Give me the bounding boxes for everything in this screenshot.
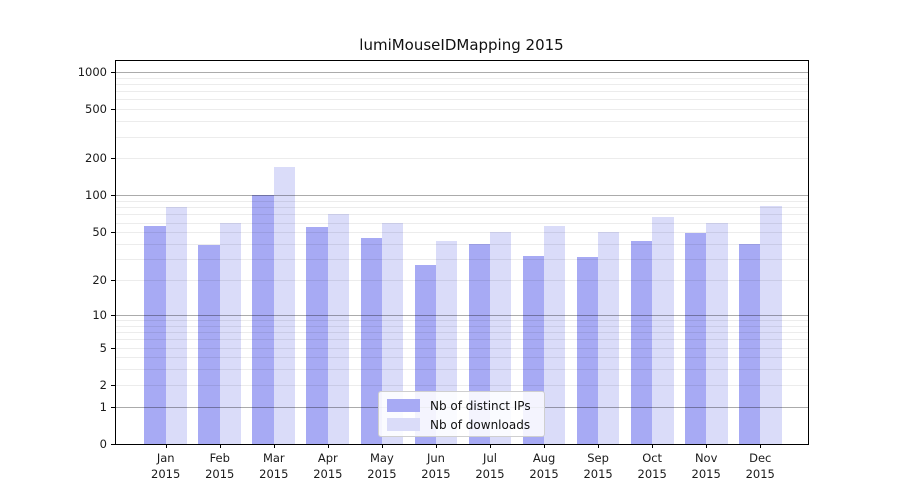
gridline-minor <box>116 77 808 79</box>
bar-distinct-ips <box>576 257 599 444</box>
y-axis-tick-label: 200 <box>85 151 107 166</box>
y-axis-tick-label: 100 <box>85 188 107 203</box>
y-axis-tick <box>111 71 115 73</box>
bar-distinct-ips <box>630 241 653 444</box>
x-axis-tick <box>652 444 654 448</box>
y-axis-tick <box>111 280 115 282</box>
x-axis-tick <box>219 444 221 448</box>
x-axis-tick-label: Jul 2015 <box>475 451 505 481</box>
y-axis-tick <box>111 314 115 316</box>
x-axis-tick <box>381 444 383 448</box>
legend-swatch-distinct-ips <box>387 399 420 412</box>
gridline-minor <box>116 136 808 138</box>
legend-label: Nb of downloads <box>430 417 531 432</box>
x-axis-tick-label: Feb 2015 <box>205 451 235 481</box>
x-axis-tick-label: Mar 2015 <box>259 451 289 481</box>
x-axis-tick <box>598 444 600 448</box>
gridline-minor <box>116 214 808 216</box>
legend-swatch-downloads <box>387 418 420 431</box>
y-axis-tick-label: 1000 <box>77 64 107 79</box>
bar-distinct-ips <box>360 237 382 444</box>
gridline-minor <box>116 201 808 203</box>
legend-row: Nb of distinct IPs <box>387 396 544 415</box>
bar-downloads <box>381 222 404 444</box>
bar-downloads <box>219 222 242 444</box>
bar-distinct-ips <box>144 226 166 444</box>
y-axis-tick <box>111 109 115 111</box>
x-axis-tick <box>760 444 762 448</box>
x-axis-tick-label: Dec 2015 <box>745 451 775 481</box>
bar-downloads <box>760 206 782 444</box>
y-axis-tick-label: 2 <box>99 377 107 392</box>
legend-label: Nb of distinct IPs <box>430 398 531 413</box>
x-axis-tick <box>273 444 275 448</box>
gridline-minor <box>116 91 808 93</box>
bar-downloads <box>652 216 674 444</box>
bar-downloads <box>598 232 620 444</box>
x-axis-tick-label: Sep 2015 <box>583 451 613 481</box>
bar-distinct-ips <box>252 195 274 444</box>
y-axis-tick-label: 5 <box>99 340 107 355</box>
bar-distinct-ips <box>198 245 220 444</box>
x-axis-tick-label: Jan 2015 <box>151 451 181 481</box>
y-axis-tick-label: 0 <box>99 437 107 451</box>
gridline-minor <box>116 109 808 111</box>
gridline-major <box>116 195 808 197</box>
y-axis-tick <box>111 195 115 197</box>
y-axis-tick-label: 20 <box>92 273 107 288</box>
x-axis-tick-label: Oct 2015 <box>637 451 667 481</box>
y-axis-tick <box>111 384 115 386</box>
bar-downloads <box>706 222 728 444</box>
bar-downloads <box>327 214 350 444</box>
y-axis-tick <box>111 406 115 408</box>
gridline-minor <box>116 121 808 123</box>
x-axis-tick-label: May 2015 <box>367 451 397 481</box>
legend: Nb of distinct IPs Nb of downloads <box>378 391 545 437</box>
bar-distinct-ips <box>306 227 328 444</box>
x-axis-tick <box>435 444 437 448</box>
plot-area <box>115 60 809 445</box>
y-axis-tick <box>111 232 115 234</box>
chart-title: lumiMouseIDMapping 2015 <box>359 36 564 54</box>
y-axis-tick <box>111 444 115 445</box>
bar-downloads <box>165 207 188 444</box>
bar-downloads <box>273 167 296 444</box>
x-axis-tick-label: Jun 2015 <box>421 451 451 481</box>
legend-row: Nb of downloads <box>387 415 544 434</box>
x-axis-tick <box>706 444 708 448</box>
y-axis-tick-label: 10 <box>92 307 107 322</box>
y-axis-tick-label: 50 <box>92 225 107 240</box>
y-axis-tick <box>111 347 115 349</box>
x-axis-tick-label: Apr 2015 <box>313 451 343 481</box>
y-axis-tick-label: 500 <box>85 102 107 117</box>
x-axis-tick <box>544 444 546 448</box>
bar-downloads <box>544 226 566 444</box>
y-axis-tick <box>111 158 115 160</box>
bar-distinct-ips <box>684 233 707 444</box>
bar-distinct-ips <box>738 244 761 444</box>
gridline-minor <box>116 99 808 101</box>
gridline-minor <box>116 83 808 85</box>
gridline-minor <box>116 207 808 209</box>
x-axis-tick <box>165 444 167 448</box>
x-axis-tick-label: Nov 2015 <box>691 451 721 481</box>
x-axis-tick <box>490 444 491 448</box>
x-axis-tick <box>327 444 329 448</box>
gridline-minor <box>116 158 808 160</box>
gridline-major <box>116 71 808 73</box>
x-axis-tick-label: Aug 2015 <box>529 451 559 481</box>
y-axis-tick-label: 1 <box>99 399 107 414</box>
